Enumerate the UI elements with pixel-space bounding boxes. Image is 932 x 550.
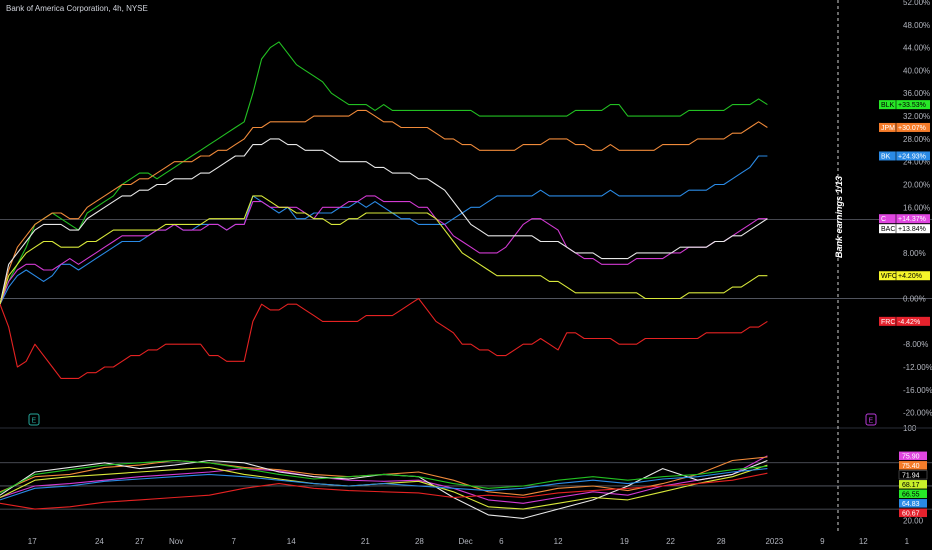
svg-text:E: E (32, 418, 37, 425)
series-line-blk[interactable] (0, 41, 768, 305)
badge-blk[interactable]: 66.55 (899, 489, 927, 499)
x-tick-label: Dec (459, 537, 473, 546)
x-tick-label: 9 (820, 537, 825, 546)
x-tick-label: Nov (169, 537, 183, 546)
y-tick-label: 48.00% (903, 21, 930, 30)
x-tick-label: 2023 (765, 537, 783, 546)
y-tick-label: 32.00% (903, 112, 930, 121)
time-axis[interactable]: 17 24 27 Nov 7 14 21 28 Dec 6 12 19 22 28 2023 9 12 1 (28, 537, 910, 546)
svg-text:E: E (869, 418, 874, 425)
y-tick-label: 16.00% (903, 203, 930, 212)
badge-jpm[interactable]: JPM +30.07% (879, 122, 930, 132)
series-line-c[interactable] (0, 195, 768, 305)
badge-name: BLK (881, 102, 895, 109)
badge-bac[interactable]: 71.94 (898, 470, 928, 480)
series-line-bk[interactable] (0, 468, 768, 501)
badge-name: FRC (881, 319, 895, 326)
y-tick-label: -20.00% (903, 409, 932, 418)
badge-name: JPM (881, 125, 895, 132)
badge-value: 60.67 (902, 510, 920, 517)
badge-value: -4.42% (898, 319, 920, 326)
badge-value: 75.40 (902, 463, 920, 470)
badge-frc[interactable]: FRC -4.42% (879, 316, 930, 326)
y-tick-label: 44.00% (903, 44, 930, 53)
badge-value: +33.53% (898, 102, 926, 109)
series-line-blk[interactable] (0, 459, 768, 494)
chart-header-title: Bank of America Corporation, 4h, NYSE (6, 4, 148, 13)
y-tick-label: 28.00% (903, 135, 930, 144)
oscillator-pane: 10020.0075.9075.4071.9468.1766.5564.8360… (0, 424, 932, 526)
badge-bk[interactable]: BK +24.93% (879, 151, 930, 161)
y-tick-label: -16.00% (903, 386, 932, 395)
earnings-marker-right[interactable]: E (865, 413, 877, 426)
x-tick-label: 27 (135, 537, 144, 546)
badge-blk[interactable]: BLK +33.53% (879, 100, 930, 110)
badge-name: WFC (881, 273, 897, 280)
bank-earnings-annotation: Bank earnings 1/13 (834, 176, 844, 258)
badge-name: BAC (881, 226, 895, 233)
x-tick-label: 24 (95, 537, 104, 546)
badge-value: +13.84% (898, 226, 926, 233)
badge-value: +30.07% (898, 125, 926, 132)
main-price-pane: 52.00% 48.00% 44.00% 40.00% 36.00% 32.00% 28.0… (0, 0, 932, 418)
badge-bk[interactable]: 64.83 (899, 499, 927, 508)
y-tick-label: 8.00% (903, 249, 926, 258)
badge-value: 64.83 (902, 501, 920, 508)
x-tick-label: 14 (287, 537, 296, 546)
y-tick-label: 24.00% (903, 158, 930, 167)
badge-jpm[interactable]: 75.40 (899, 461, 927, 470)
series-line-wfc[interactable] (0, 195, 768, 305)
x-tick-label: 22 (666, 537, 675, 546)
earnings-marker-left[interactable]: E (28, 413, 40, 426)
badge-value: 71.94 (902, 472, 920, 479)
badge-name: C (881, 216, 886, 223)
series-line-c[interactable] (0, 455, 768, 504)
x-tick-label: 7 (231, 537, 236, 546)
y-tick-label: 40.00% (903, 66, 930, 75)
badge-value: +14.37% (898, 216, 926, 223)
x-tick-label: 21 (361, 537, 370, 546)
y-tick-label: 0.00% (903, 295, 926, 304)
series-line-bk[interactable] (0, 155, 768, 305)
x-tick-label: 17 (28, 537, 37, 546)
x-tick-label: 12 (554, 537, 563, 546)
y-tick-label: -8.00% (903, 340, 928, 349)
badge-value: 75.90 (902, 453, 920, 460)
series-line-bac[interactable] (0, 138, 768, 305)
badge-value: +4.20% (898, 273, 922, 280)
badge-value: 66.55 (902, 491, 920, 498)
y-tick-label: 20.00% (903, 180, 930, 189)
badge-value: +24.93% (898, 153, 926, 160)
y-tick-label: 20.00 (903, 517, 924, 526)
badge-c[interactable]: C +14.37% (879, 214, 930, 224)
y-tick-label: -12.00% (903, 363, 932, 372)
badge-c[interactable]: 75.90 (899, 451, 927, 461)
series-line-frc[interactable] (0, 297, 768, 379)
badge-wfc[interactable]: 68.17 (899, 480, 927, 489)
x-tick-label: 1 (905, 537, 910, 546)
badge-value: 68.17 (902, 482, 920, 489)
badge-name: BK (881, 153, 891, 160)
series-line-frc[interactable] (0, 472, 768, 510)
y-tick-label: 36.00% (903, 89, 930, 98)
x-tick-label: 28 (717, 537, 726, 546)
x-tick-label: 12 (859, 537, 868, 546)
x-tick-label: 19 (620, 537, 629, 546)
x-tick-label: 6 (499, 537, 504, 546)
badge-frc[interactable]: 60.67 (899, 508, 927, 518)
series-line-jpm[interactable] (0, 109, 768, 305)
y-tick-label: 52.00% (903, 0, 930, 7)
badge-bac[interactable]: BAC +13.84% (879, 224, 930, 234)
badge-wfc[interactable]: WFC +4.20% (879, 271, 930, 281)
x-tick-label: 28 (415, 537, 424, 546)
